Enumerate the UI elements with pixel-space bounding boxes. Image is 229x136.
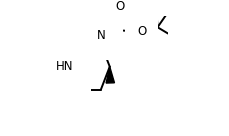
Polygon shape — [106, 67, 114, 83]
Text: N: N — [97, 30, 105, 42]
Text: O: O — [114, 0, 124, 13]
Text: O: O — [137, 25, 146, 38]
Text: HN: HN — [55, 60, 73, 73]
